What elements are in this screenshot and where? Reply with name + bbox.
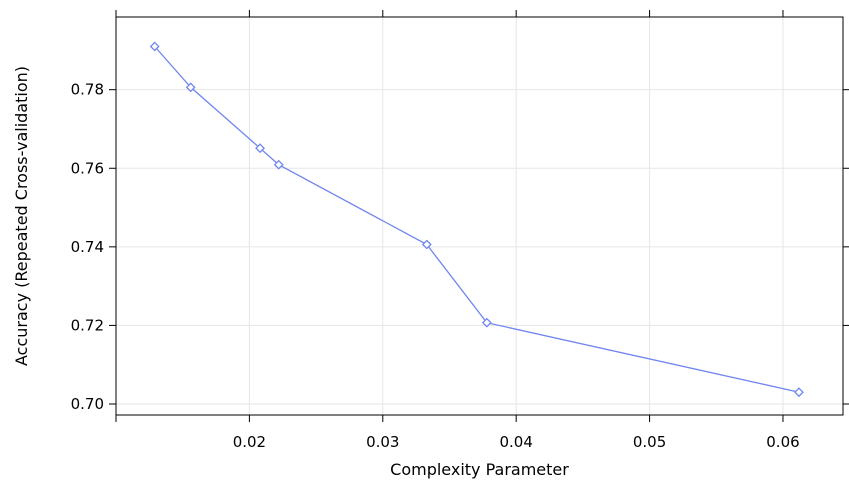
tick-layer [109, 10, 849, 422]
y-axis-title: Accuracy (Repeated Cross-validation) [12, 66, 31, 366]
data-point [481, 317, 492, 328]
x-tick-label: 0.04 [499, 433, 532, 451]
y-tick-label: 0.74 [71, 238, 104, 256]
x-tick-label: 0.02 [233, 433, 266, 451]
data-point [255, 143, 265, 154]
data-point [149, 41, 160, 52]
data-point [273, 159, 284, 170]
series-line [154, 46, 800, 393]
x-tick-label: 0.05 [633, 433, 666, 451]
series-layer [149, 41, 804, 398]
grid-layer [116, 17, 843, 415]
plot-frame [115, 16, 844, 416]
data-point [185, 82, 196, 93]
y-tick-label: 0.70 [71, 395, 104, 413]
data-point [421, 239, 432, 250]
x-tick-label: 0.06 [766, 433, 799, 451]
y-tick-label: 0.78 [71, 81, 104, 99]
y-tick-label: 0.72 [71, 316, 104, 334]
label-layer: 0.02 0.03 0.04 0.05 0.06 0.70 0.72 0.74 0.76 0.78 [71, 81, 800, 451]
data-point [794, 387, 804, 398]
y-tick-label: 0.76 [71, 159, 104, 177]
x-tick-label: 0.03 [366, 433, 399, 451]
x-axis-title: Complexity Parameter [390, 460, 569, 479]
